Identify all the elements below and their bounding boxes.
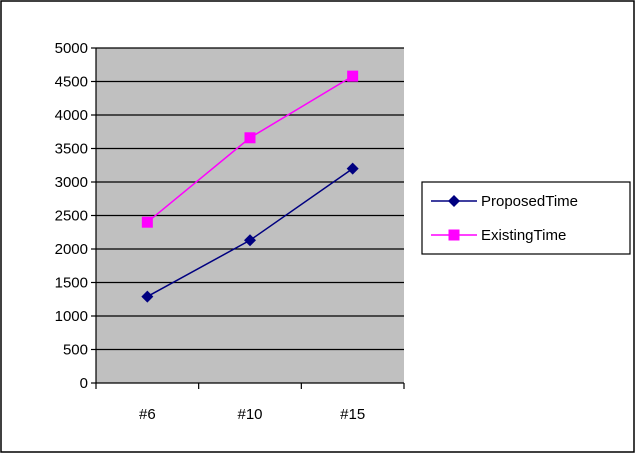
legend-marker [448,229,460,241]
x-tick-label: #10 [237,406,262,423]
x-tick-label: #15 [340,406,365,423]
y-tick-label: 2500 [55,208,88,225]
data-point [346,162,359,175]
legend: ProposedTime ExistingTime [421,181,631,255]
y-tick-label: 1000 [55,308,88,325]
series-ProposedTime [141,162,359,303]
x-tick-label: #6 [139,406,156,423]
series-ExistingTime [141,70,359,228]
legend-item: ExistingTime [431,227,566,244]
y-tick-label: 500 [63,342,88,359]
gridlines [96,47,404,351]
series-layer [141,70,359,303]
data-point [141,290,154,303]
y-tick-label: 4500 [55,74,88,91]
data-point [244,234,256,247]
y-tick-label: 0 [80,375,88,392]
data-point [347,70,359,82]
legend-item: ProposedTime [431,193,578,210]
y-tick-label: 3500 [55,141,88,158]
y-tick-label: 4000 [55,107,88,124]
data-point [141,216,153,228]
y-tick-label: 5000 [55,40,88,57]
y-tick-label: 2000 [55,241,88,258]
legend-box [421,181,631,255]
axes: 0 500 1000 1500 2000 2500 3000 3500 4000 4500 5000… [55,40,405,423]
legend-marker [448,195,460,207]
data-point [244,132,256,144]
legend-label: ProposedTime [481,193,578,210]
y-tick-label: 3000 [55,174,88,191]
y-tick-label: 1500 [55,275,88,292]
legend-label: ExistingTime [481,227,566,244]
